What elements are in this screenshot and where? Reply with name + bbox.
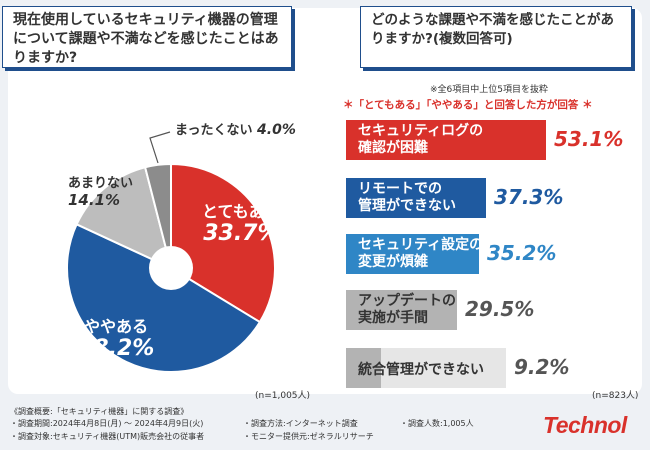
bar-label-line1: 統合管理ができない bbox=[358, 362, 484, 378]
note-top-5: ※全6項目中上位5項目を抜粋 bbox=[430, 85, 548, 95]
bar bbox=[346, 290, 457, 330]
bar bbox=[346, 348, 381, 388]
n-right: (n=823人) bbox=[592, 391, 639, 401]
bar-label-line2: 変更が煩雑 bbox=[358, 254, 428, 270]
bar-label-line1: アップデートの bbox=[358, 293, 456, 309]
pie-label-3-name: あまりない bbox=[68, 176, 134, 191]
pie-label-1-name: とてもある bbox=[202, 202, 281, 221]
question-2-text: どのような課題や不満を感じたことがありますか?(複数回答可) bbox=[371, 12, 614, 47]
n-left: (n=1,005人) bbox=[255, 391, 311, 401]
pie-label-1: とてもある 33.7% bbox=[202, 202, 281, 247]
pie-slice bbox=[66, 222, 262, 373]
pie-label-2-value: 48.2% bbox=[78, 336, 155, 362]
pie-slice bbox=[143, 162, 172, 269]
bar-value: 37.3% bbox=[494, 185, 564, 209]
note-respondents: ＊「とてもある」「ややある」と回答した方が回答 ＊ bbox=[343, 99, 593, 111]
pie-label-2: ややある 48.2% bbox=[78, 317, 155, 362]
bar-label: アップデートの 実施が手間 bbox=[346, 290, 468, 330]
bar-label-line1: セキュリティ設定の bbox=[358, 237, 484, 253]
pie-label-3-value: 14.1% bbox=[68, 190, 121, 209]
pie-label-1-value: 33.7% bbox=[203, 221, 280, 247]
bar-label-line2: 実施が手間 bbox=[358, 310, 428, 326]
pie-label-4: まったくない 4.0% bbox=[175, 122, 296, 139]
bar bbox=[346, 120, 546, 160]
footer-target: ・調査対象:セキュリティ機器(UTM)販売会社の従事者 bbox=[10, 432, 205, 441]
bar-value: 53.1% bbox=[554, 127, 624, 151]
bar-label-line1: セキュリティログの bbox=[358, 123, 484, 139]
bar-label-line2: 管理ができない bbox=[358, 198, 456, 214]
bar bbox=[346, 178, 486, 218]
bar-label: 統合管理ができない bbox=[346, 359, 496, 399]
bar bbox=[346, 234, 479, 274]
bar-value: 9.2% bbox=[514, 355, 570, 379]
bar-value: 35.2% bbox=[487, 241, 557, 265]
bar-label-line1: リモートでの bbox=[358, 181, 442, 197]
pie-slice bbox=[75, 166, 173, 270]
pie-label-2-name: ややある bbox=[84, 317, 149, 336]
pie-label-3: あまりない 14.1% bbox=[68, 176, 134, 209]
bar-label-line2: 確認が困難 bbox=[358, 140, 428, 156]
footer-title: 《調査概要:「セキュリティ機器」に関する調査》 bbox=[10, 407, 189, 416]
footer-monitor: ・モニター提供元:ゼネラルリサーチ bbox=[243, 432, 374, 441]
bar-label: セキュリティ設定の 変更が煩雑 bbox=[346, 234, 495, 274]
footer-method: ・調査方法:インターネット調査 bbox=[243, 419, 358, 428]
bar-label: セキュリティログの 確認が困難 bbox=[346, 120, 495, 160]
pie-leader-line bbox=[149, 131, 171, 164]
pie-slice bbox=[170, 162, 276, 324]
bar-label: リモートでの 管理ができない bbox=[346, 178, 468, 218]
question-1-box: 現在使用しているセキュリティ機器の管理について課題や不満などを感じたことはありま… bbox=[2, 6, 292, 68]
footer-period: ・調査期間:2024年4月8日(月) ～ 2024年4月9日(火) bbox=[10, 419, 204, 428]
footer-people: ・調査人数:1,005人 bbox=[400, 419, 474, 428]
technol-logo: Technol bbox=[543, 412, 627, 438]
pie-label-4-value: 4.0% bbox=[257, 122, 296, 138]
pie-center-hole bbox=[149, 246, 193, 290]
question-2-box: どのような課題や不満を感じたことがありますか?(複数回答可) bbox=[360, 6, 632, 68]
pie-label-4-name: まったくない bbox=[175, 123, 253, 138]
question-1-text: 現在使用しているセキュリティ機器の管理について課題や不満などを感じたことはありま… bbox=[13, 12, 279, 66]
bar-value: 29.5% bbox=[465, 297, 535, 321]
